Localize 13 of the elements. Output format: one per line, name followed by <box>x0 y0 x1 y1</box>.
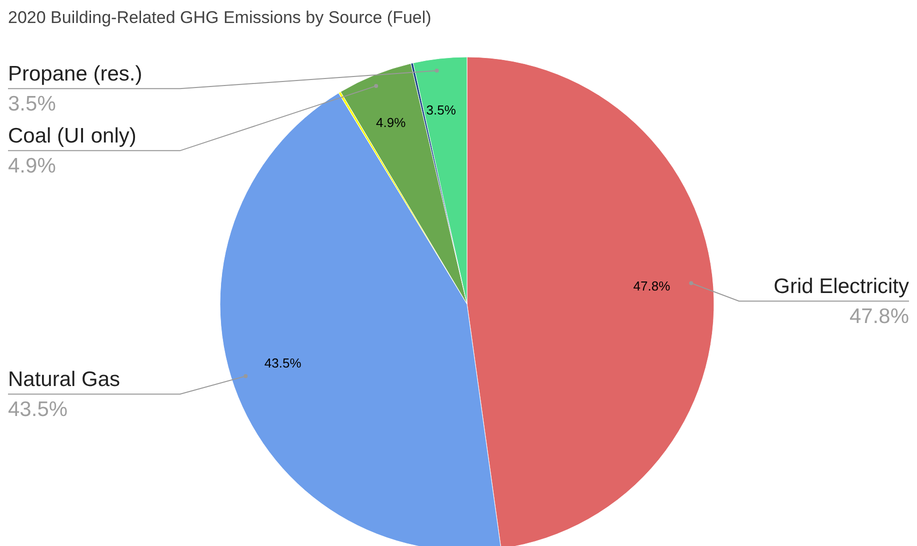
chart-title: 2020 Building-Related GHG Emissions by Source (Fuel) <box>8 8 432 28</box>
data-label: 47.8% <box>633 278 671 294</box>
slice-label: Propane (res.) <box>8 62 142 86</box>
slice-label: Grid Electricity <box>774 275 910 298</box>
text: 47.8% <box>849 305 909 328</box>
data-label: 3.5% <box>426 102 456 118</box>
slice-label: Natural Gas <box>8 368 120 392</box>
text: 4.9% <box>8 154 56 178</box>
text: 3.5% <box>8 92 56 116</box>
data-label: 4.9% <box>376 115 406 130</box>
data-label: 43.5% <box>264 355 302 370</box>
text: 43.5% <box>8 398 68 422</box>
slice-label: Coal (UI only) <box>8 124 136 148</box>
